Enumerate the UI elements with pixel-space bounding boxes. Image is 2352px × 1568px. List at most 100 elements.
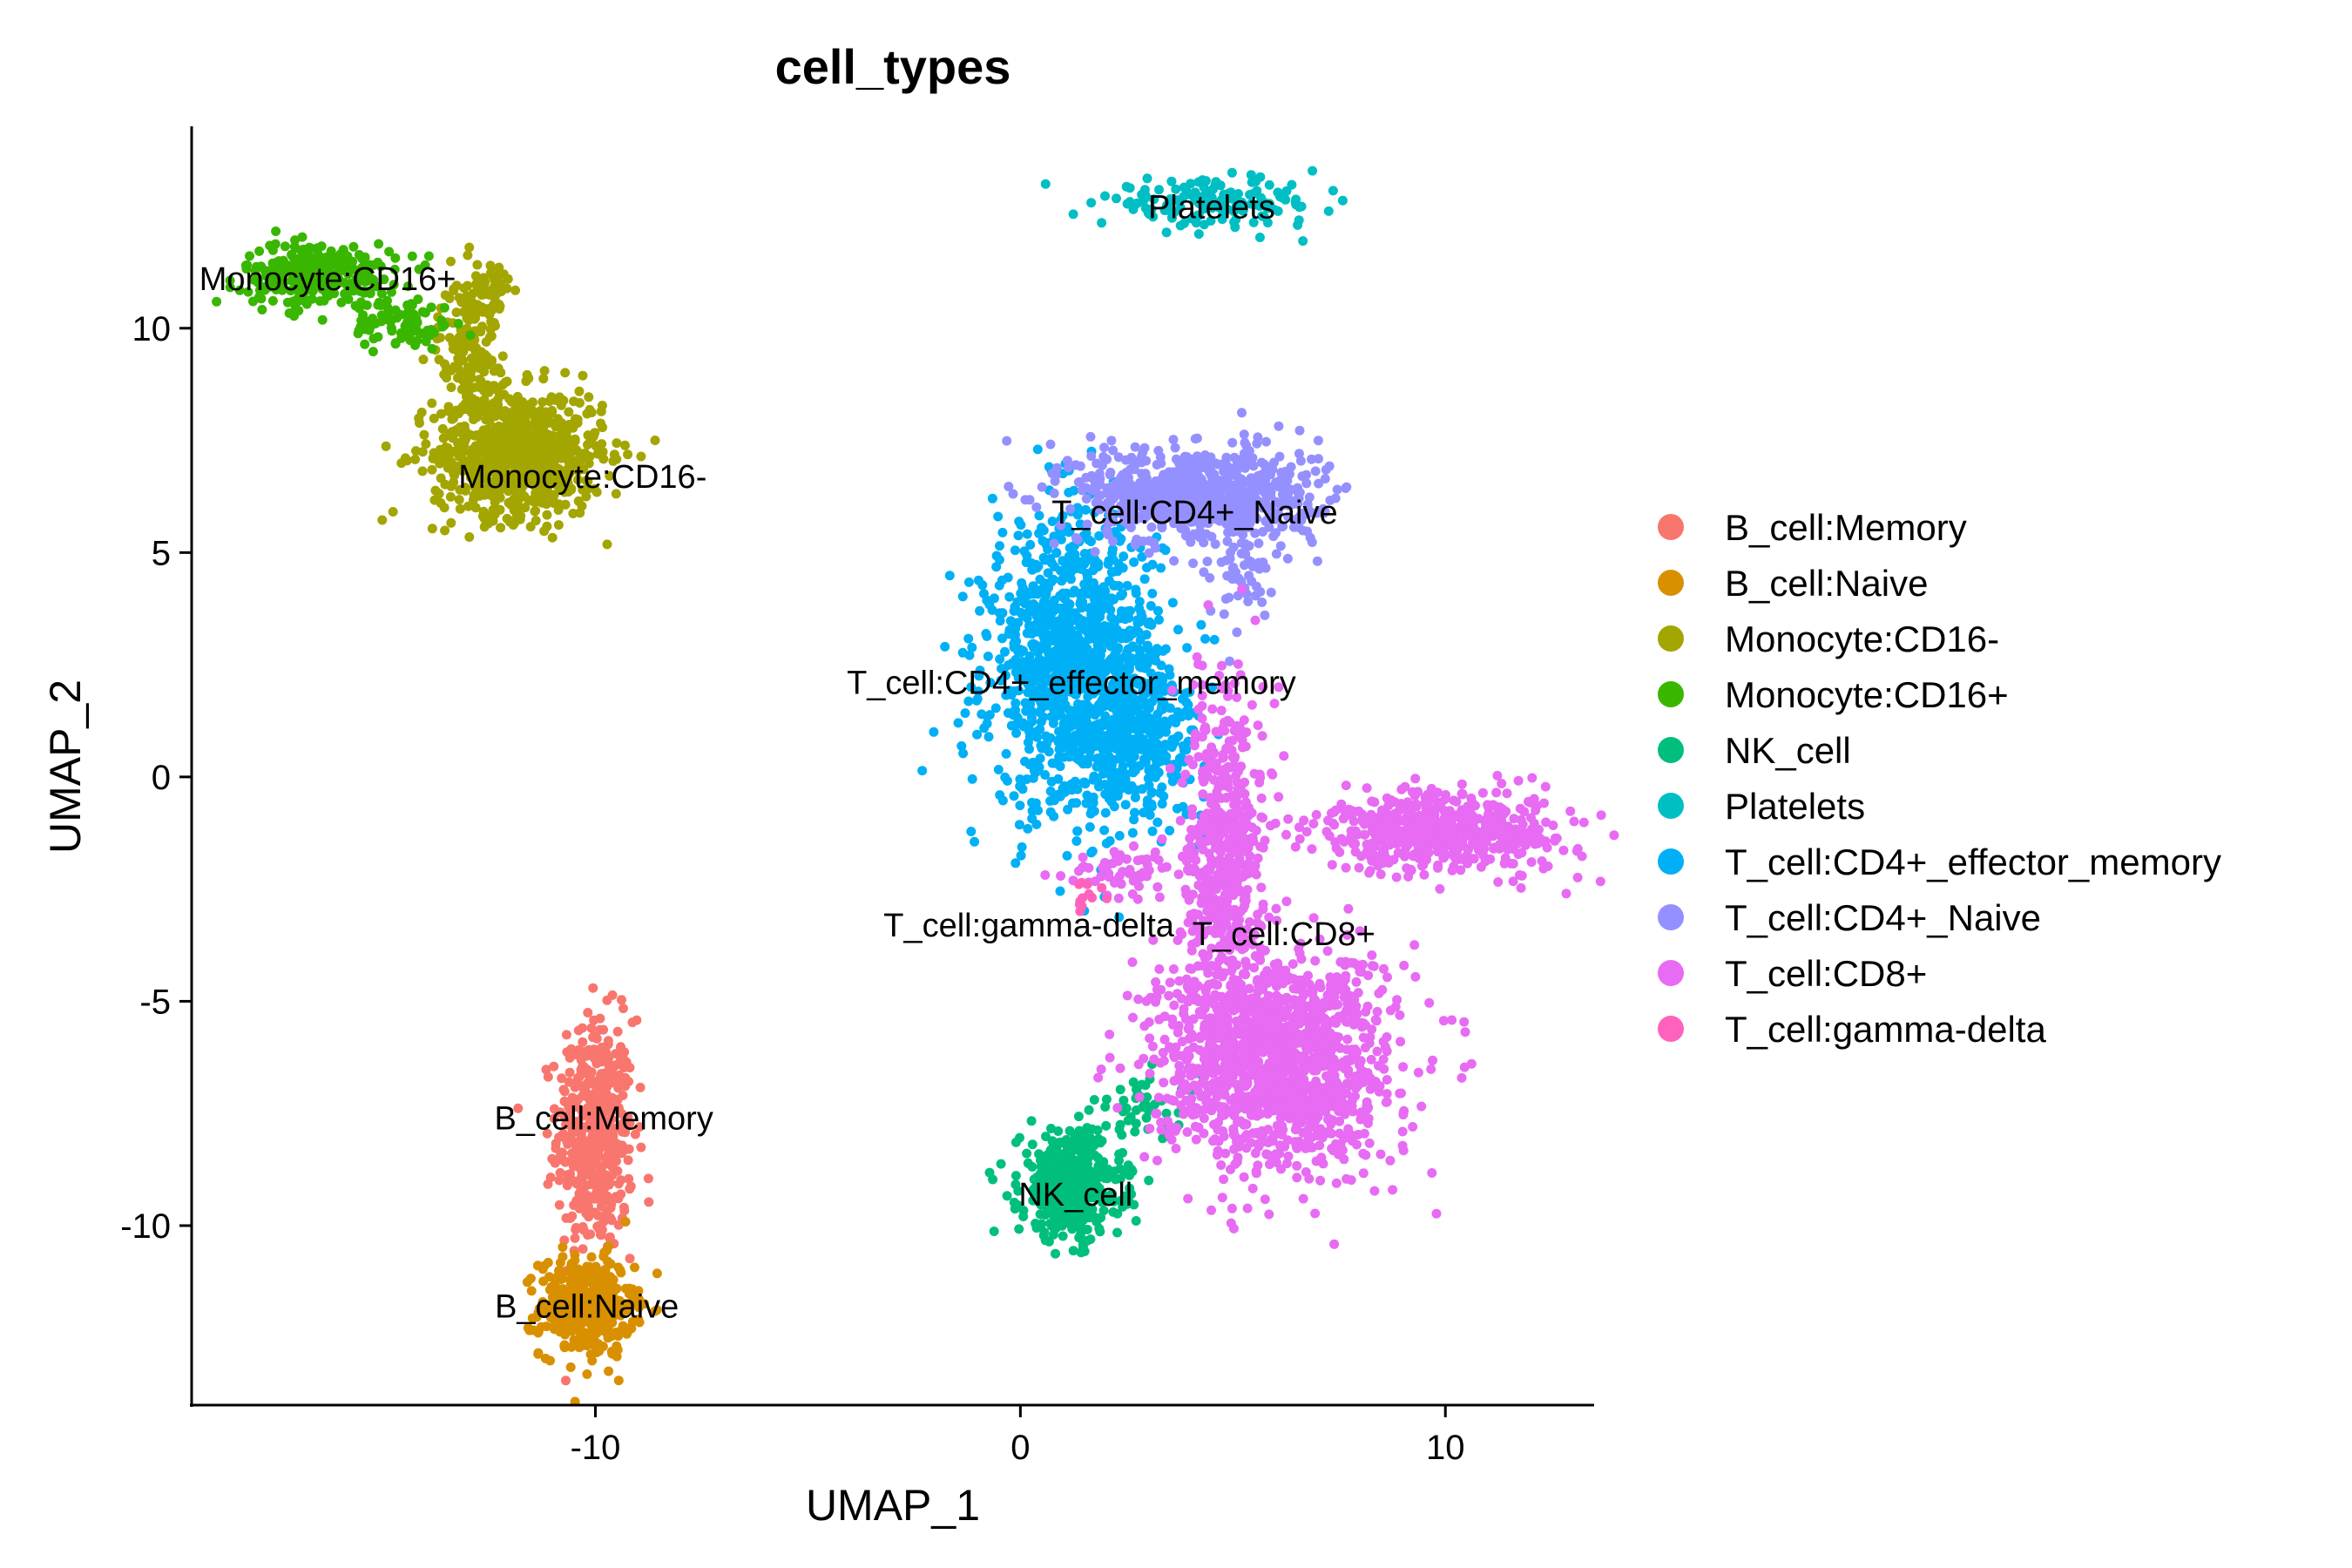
data-point (1193, 229, 1204, 240)
data-point (1071, 564, 1081, 574)
data-point (577, 1105, 587, 1116)
data-point (1035, 1209, 1045, 1220)
data-point (545, 1173, 556, 1183)
data-point (1045, 1167, 1056, 1178)
data-point (1131, 785, 1141, 795)
data-point (599, 1192, 610, 1202)
data-point (400, 453, 410, 463)
data-point (429, 495, 440, 505)
data-point (476, 375, 486, 386)
data-point (1146, 787, 1157, 797)
data-point (241, 264, 252, 274)
data-point (584, 1212, 594, 1222)
data-point (1308, 166, 1318, 176)
data-point (1294, 449, 1304, 459)
data-point (612, 1327, 621, 1337)
data-point (340, 288, 350, 299)
data-point (1107, 630, 1118, 639)
data-point (994, 555, 1004, 565)
data-point (1108, 733, 1119, 744)
data-point (613, 1048, 624, 1058)
data-point (454, 372, 464, 382)
data-point (1170, 443, 1180, 453)
data-point (547, 453, 558, 463)
data-point (983, 652, 993, 661)
data-point (1010, 1171, 1021, 1181)
data-point (438, 433, 449, 443)
data-point (543, 409, 553, 420)
data-point (1173, 625, 1183, 635)
data-point (1158, 645, 1168, 656)
data-point (1035, 724, 1045, 734)
data-point (439, 302, 449, 313)
data-point (596, 1201, 606, 1212)
data-point (995, 541, 1004, 551)
data-point (471, 350, 482, 361)
data-point (1097, 218, 1107, 228)
data-point (471, 395, 482, 406)
data-point (473, 430, 483, 441)
data-point (1046, 1124, 1056, 1133)
data-point (524, 1325, 535, 1335)
data-point (593, 1184, 603, 1194)
data-point (1085, 1234, 1096, 1245)
data-point (571, 462, 581, 472)
data-point (578, 370, 588, 381)
data-point (1148, 770, 1159, 781)
data-point (1196, 619, 1206, 630)
data-point (465, 373, 476, 383)
data-point (1068, 780, 1078, 790)
data-point (605, 1203, 616, 1213)
data-point (578, 1194, 588, 1205)
data-point (533, 1328, 544, 1338)
data-point (597, 1043, 607, 1052)
data-point (957, 647, 968, 658)
data-point (1144, 1175, 1154, 1186)
data-point (1086, 612, 1097, 622)
data-point (442, 373, 451, 383)
data-point (1141, 1112, 1152, 1123)
data-point (1134, 597, 1145, 607)
data-point (415, 418, 424, 429)
data-point (963, 633, 974, 644)
data-point (593, 1170, 604, 1180)
data-point (576, 1128, 586, 1139)
data-point (1034, 510, 1044, 521)
data-point (1147, 588, 1158, 598)
data-point (577, 454, 587, 464)
data-point (1152, 817, 1163, 828)
data-point (495, 285, 505, 295)
data-point (564, 407, 574, 417)
data-point (569, 436, 578, 447)
data-point (605, 470, 615, 481)
data-point (364, 260, 375, 270)
data-point (505, 497, 516, 507)
data-point (592, 1055, 603, 1065)
data-point (443, 402, 454, 412)
data-point (1127, 1166, 1138, 1177)
data-point (436, 473, 446, 483)
data-point (576, 1336, 586, 1347)
data-point (1078, 758, 1088, 768)
data-point (613, 1375, 624, 1386)
data-point (620, 1217, 631, 1227)
data-point (568, 509, 578, 518)
data-point (427, 464, 437, 475)
data-point (611, 1060, 621, 1070)
data-point (1058, 1188, 1069, 1199)
data-point (1088, 578, 1098, 588)
data-point (591, 1087, 601, 1098)
data-point (582, 1261, 592, 1272)
data-point (1084, 1105, 1094, 1115)
data-point (565, 1213, 576, 1223)
data-point (504, 417, 515, 428)
data-point (445, 491, 456, 502)
data-point (527, 451, 537, 462)
data-point (411, 318, 422, 328)
data-point (997, 608, 1008, 618)
data-point (454, 495, 464, 505)
data-point (435, 444, 445, 455)
data-point (1086, 451, 1097, 462)
data-point (260, 267, 271, 278)
data-point (997, 575, 1007, 585)
